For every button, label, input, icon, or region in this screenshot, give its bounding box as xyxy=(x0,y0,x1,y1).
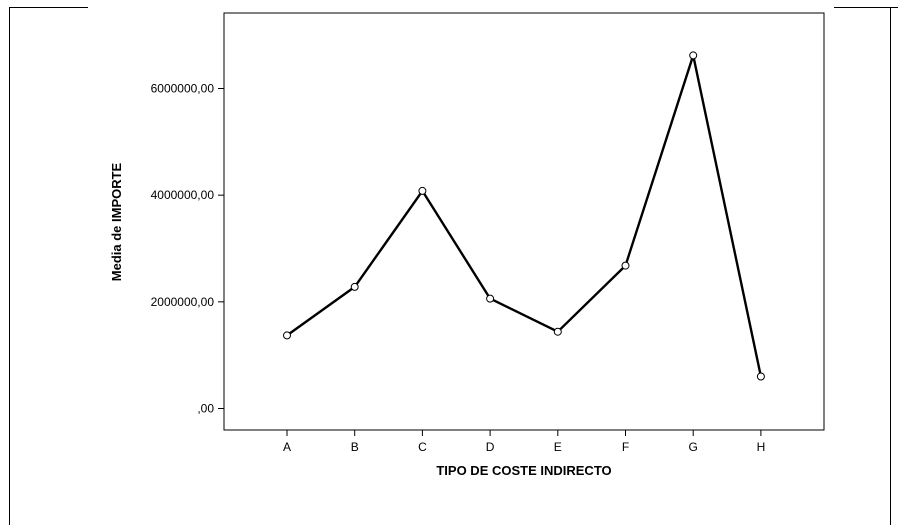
frame-border-left xyxy=(9,7,10,525)
x-tick-label: G xyxy=(689,440,698,454)
x-tick-label: A xyxy=(283,440,291,454)
data-point xyxy=(283,331,291,340)
y-tick-label: ,00 xyxy=(197,402,214,416)
data-point xyxy=(621,261,630,270)
data-point xyxy=(418,186,427,195)
frame-border-top-right xyxy=(834,7,898,8)
y-axis-ticks: ,00 2000000,00 4000000,00 6000000,00 xyxy=(151,82,224,416)
data-point xyxy=(689,51,698,60)
x-axis-title: TIPO DE COSTE INDIRECTO xyxy=(436,463,611,478)
x-tick-label: C xyxy=(418,440,427,454)
chart-axes xyxy=(223,12,825,431)
data-point xyxy=(350,282,359,291)
series-points xyxy=(283,51,765,381)
y-tick-label: 4000000,00 xyxy=(151,188,215,202)
x-tick-label: B xyxy=(351,440,359,454)
data-point xyxy=(486,294,495,303)
y-tick-label: 2000000,00 xyxy=(151,295,215,309)
x-tick-label: E xyxy=(554,440,562,454)
data-point xyxy=(756,372,765,381)
x-tick-label: F xyxy=(622,440,629,454)
series-line xyxy=(286,54,763,377)
plot-area-border xyxy=(223,12,825,431)
frame-border-right xyxy=(890,7,891,525)
x-tick-label: H xyxy=(757,440,766,454)
data-point xyxy=(553,327,562,336)
x-tick-label: D xyxy=(486,440,495,454)
y-tick-label: 6000000,00 xyxy=(151,82,215,96)
y-axis-title: Media de IMPORTE xyxy=(109,162,124,281)
x-axis-ticks: A B C D E F G H xyxy=(283,430,765,454)
frame-border-top-left xyxy=(9,7,88,8)
